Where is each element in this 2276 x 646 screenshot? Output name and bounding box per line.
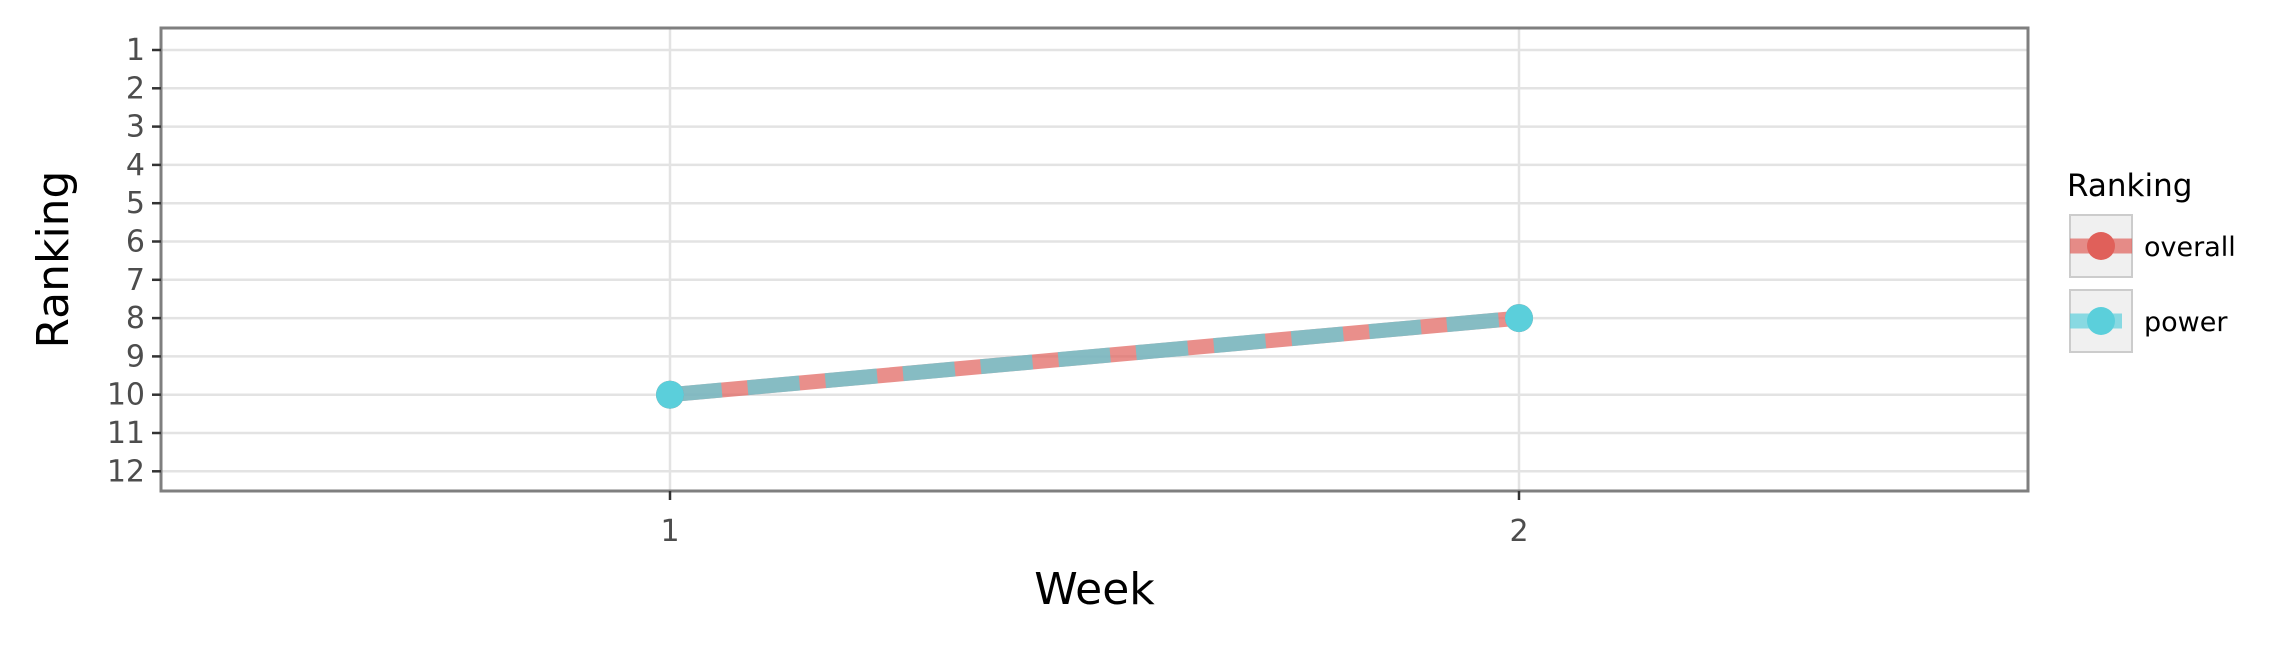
y-tick-label: 5 (126, 186, 145, 221)
series-line-power (669, 310, 1520, 403)
x-tick-label: 2 (1509, 514, 1528, 549)
y-tick-label: 11 (107, 416, 145, 451)
legend: Ranking overall power (2067, 168, 2236, 353)
data-point-power (656, 380, 684, 409)
y-tick-label: 7 (126, 263, 145, 298)
legend-key-marker-power (2087, 307, 2115, 335)
y-tick-label: 10 (107, 378, 145, 413)
legend-title: Ranking (2067, 168, 2192, 204)
y-tick-label: 2 (126, 71, 145, 106)
series-group (656, 304, 1533, 409)
y-axis-title: Ranking (28, 171, 79, 349)
legend-items: overall power (2069, 214, 2236, 353)
x-tick-label: 1 (660, 514, 679, 549)
legend-label-overall: overall (2144, 232, 2236, 263)
legend-key-marker-overall (2087, 232, 2115, 260)
legend-label-power: power (2144, 307, 2228, 338)
y-tick-label: 4 (126, 148, 145, 183)
x-axis-title: Week (1034, 564, 1155, 615)
data-point-power (1505, 304, 1533, 333)
y-tick-label: 1 (126, 33, 145, 68)
gridlines (161, 28, 2028, 491)
y-tick-label: 6 (126, 225, 145, 260)
y-tick-label: 3 (126, 110, 145, 145)
y-tick-label: 12 (107, 454, 145, 489)
y-tick-label: 9 (126, 339, 145, 374)
y-tick-label: 8 (126, 301, 145, 336)
plot-panel-border (159, 26, 2030, 493)
